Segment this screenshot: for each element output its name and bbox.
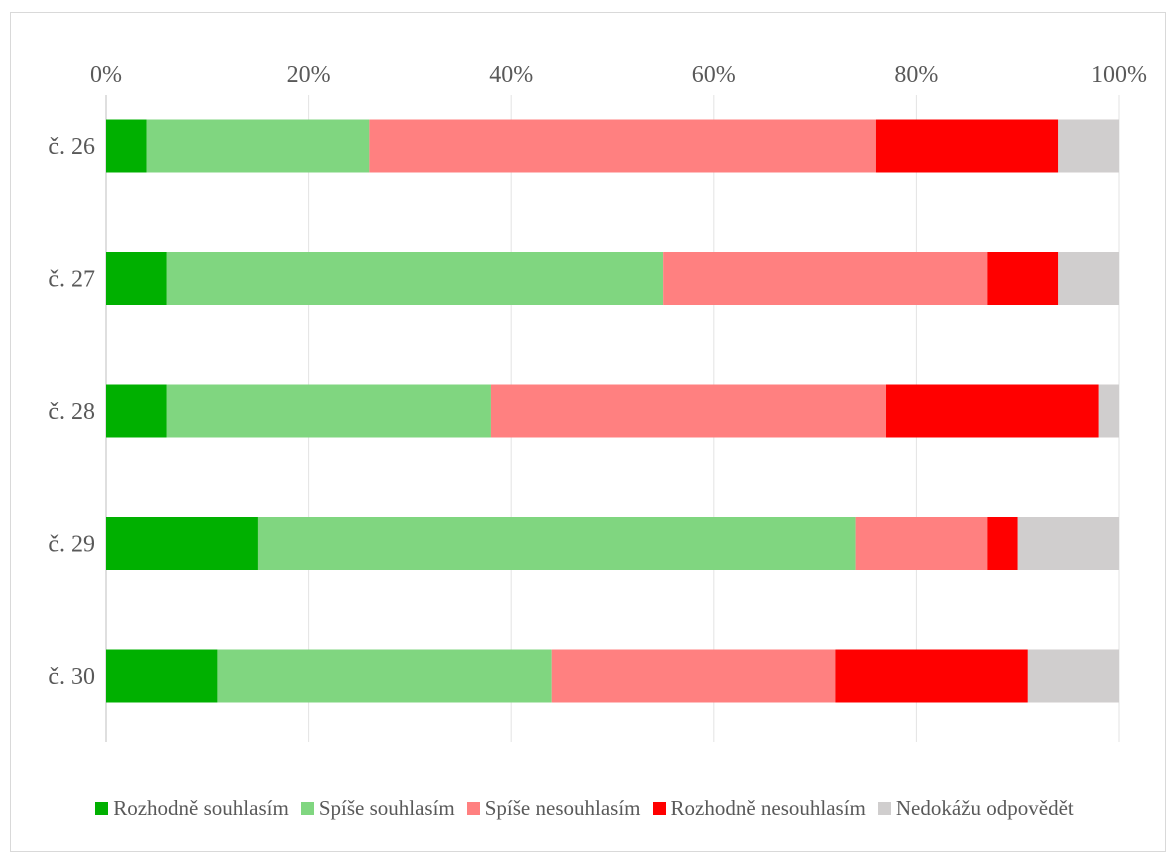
bar-segment xyxy=(166,384,491,438)
bar-segment xyxy=(1098,384,1119,438)
bar-segment xyxy=(106,252,167,305)
legend-swatch xyxy=(95,802,109,815)
legend-label: Rozhodně souhlasím xyxy=(113,796,289,820)
category-label: č. 26 xyxy=(48,134,95,160)
y-axis-categories: č. 26 č. 27 č. 28 č. 29 č. 30 xyxy=(48,134,95,690)
legend-label: Spíše souhlasím xyxy=(318,796,455,820)
bar-segment xyxy=(106,649,218,703)
bar-segment xyxy=(551,649,836,703)
bar-segment xyxy=(1017,517,1119,570)
category-label: č. 28 xyxy=(48,399,95,425)
x-axis-ticks: 0% 20% 40% 60% 80% 100% xyxy=(90,62,1147,88)
bars-layer xyxy=(106,119,1119,703)
legend-label: Spíše nesouhlasím xyxy=(484,796,641,820)
bar-segment xyxy=(886,384,1099,438)
legend-label: Rozhodně nesouhlasím xyxy=(670,796,866,820)
bar-segment xyxy=(106,384,167,438)
legend-swatch xyxy=(300,802,314,815)
x-tick-label: 80% xyxy=(894,62,938,88)
x-tick-label: 0% xyxy=(90,62,122,88)
category-label: č. 29 xyxy=(48,532,95,558)
legend-label: Nedokážu odpovědět xyxy=(895,796,1074,820)
x-tick-label: 60% xyxy=(692,62,736,88)
bar-segment xyxy=(166,252,664,305)
legend-item: Rozhodně souhlasím xyxy=(95,796,289,821)
bar-segment xyxy=(1058,252,1119,305)
bar-segment xyxy=(257,517,856,570)
x-tick-label: 40% xyxy=(489,62,533,88)
bar-segment xyxy=(875,119,1059,173)
bar-segment xyxy=(490,384,887,438)
bar-segment xyxy=(146,119,370,173)
legend-item: Spíše nesouhlasím xyxy=(466,796,641,821)
legend-item: Nedokážu odpovědět xyxy=(877,796,1074,821)
x-tick-label: 20% xyxy=(287,62,331,88)
bar-segment xyxy=(835,649,1028,703)
category-label: č. 30 xyxy=(48,664,95,690)
legend-swatch xyxy=(466,802,480,815)
legend-item: Rozhodně nesouhlasím xyxy=(652,796,866,821)
bar-segment xyxy=(855,517,988,570)
bar-segment xyxy=(987,517,1018,570)
bar-segment xyxy=(106,517,258,570)
bar-segment xyxy=(217,649,552,703)
legend-swatch xyxy=(652,802,666,815)
legend-item: Spíše souhlasím xyxy=(300,796,455,821)
bar-segment xyxy=(369,119,876,173)
x-tick-label: 100% xyxy=(1091,62,1147,88)
bar-segment xyxy=(987,252,1059,305)
bar-segment xyxy=(1058,119,1119,173)
category-label: č. 27 xyxy=(48,267,95,293)
bar-segment xyxy=(663,252,988,305)
legend: Rozhodně souhlasím Spíše souhlasím Spíše n… xyxy=(0,796,1169,821)
legend-swatch xyxy=(877,802,891,815)
bar-segment xyxy=(1027,649,1119,703)
bar-segment xyxy=(106,119,147,173)
